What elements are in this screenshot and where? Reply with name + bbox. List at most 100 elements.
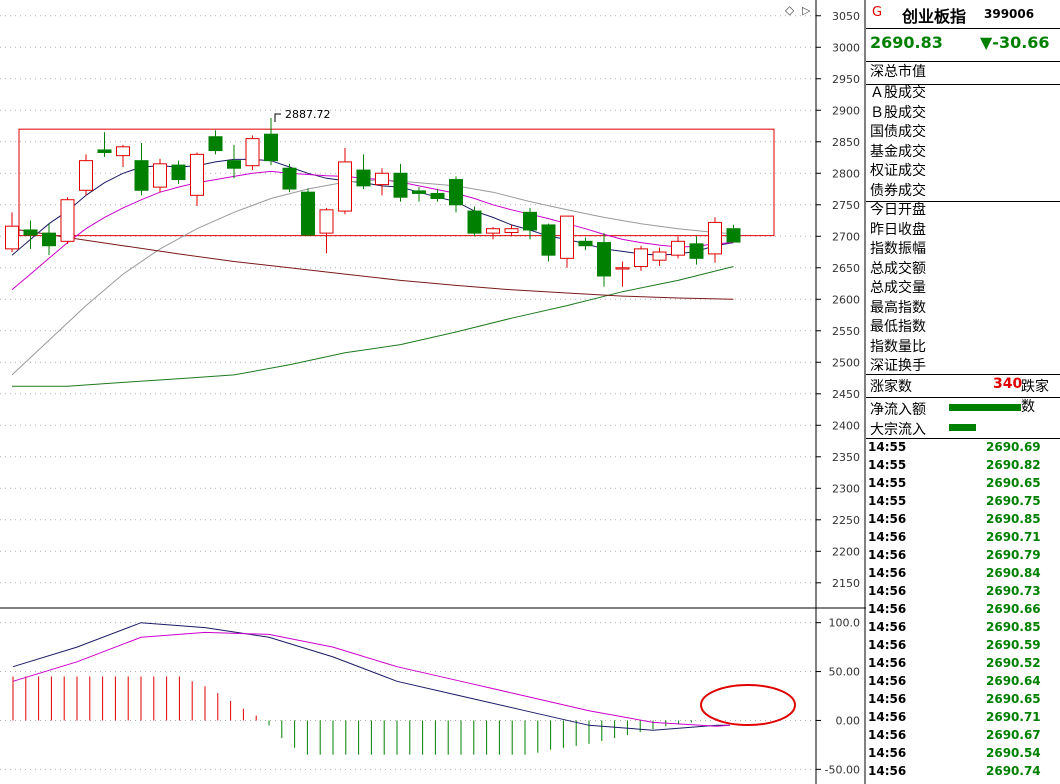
- tick-row: 14:56 2690.71: [866, 710, 1060, 728]
- candle: [615, 261, 630, 287]
- y-tick-label: 2300: [832, 482, 860, 495]
- tick-time: 14:56: [868, 746, 907, 760]
- tick-price: 2690.73: [986, 584, 1041, 598]
- macd-dea-line: [12, 631, 730, 727]
- candle: [227, 144, 241, 179]
- y-tick-label: 2550: [832, 325, 860, 338]
- candle: [375, 168, 389, 196]
- advance-count: 340: [993, 376, 1023, 392]
- high-marker: [274, 113, 281, 122]
- y-tick-label: 2700: [832, 230, 860, 243]
- tick-row: 14:56 2690.85: [866, 512, 1060, 530]
- candle: [134, 143, 149, 196]
- stat-label: 深总市值: [870, 64, 926, 80]
- stat-label: 总成交额: [870, 260, 926, 277]
- tick-time: 14:55: [868, 440, 907, 454]
- y-tick-label: 3050: [832, 10, 860, 23]
- candle: [97, 132, 112, 157]
- candle: [486, 226, 500, 240]
- tick-row: 14:56 2690.64: [866, 674, 1060, 692]
- tick-price: 2690.69: [986, 440, 1041, 454]
- ma-line: [12, 266, 734, 387]
- y-tick-label: 2650: [832, 262, 860, 275]
- y-tick-label: 2750: [832, 199, 860, 212]
- y-tick-label: 2600: [832, 293, 860, 306]
- tick-row: 14:56 2690.52: [866, 656, 1060, 674]
- tick-time: 14:56: [868, 620, 907, 634]
- candle: [504, 224, 519, 237]
- tick-time: 14:56: [868, 710, 907, 724]
- tick-row: 14:56 2690.74: [866, 764, 1060, 782]
- candle: [393, 163, 408, 202]
- y-tick-label: 2500: [832, 356, 860, 369]
- tick-price: 2690.74: [986, 764, 1041, 778]
- candle: [430, 189, 445, 202]
- candle: [23, 220, 38, 249]
- diamond-icon[interactable]: ◇: [785, 3, 795, 17]
- tick-time: 14:56: [868, 764, 907, 778]
- y-tick-label: 2200: [832, 545, 860, 558]
- highlight-ellipse: [700, 684, 796, 726]
- tick-price: 2690.67: [986, 728, 1041, 742]
- flow-bar: [949, 424, 976, 431]
- ma-line: [11, 170, 734, 291]
- flow-label: 净流入额: [870, 402, 926, 418]
- tick-time: 14:56: [868, 548, 907, 562]
- candle: [634, 245, 648, 271]
- candle: [578, 237, 593, 251]
- tick-price: 2690.79: [986, 548, 1041, 562]
- tick-row: 14:56 2690.71: [866, 530, 1060, 548]
- ma-line: [11, 158, 734, 256]
- stat-label: Ｂ股成交: [870, 104, 926, 121]
- candle: [42, 223, 56, 256]
- tick-time: 14:56: [868, 566, 907, 580]
- tick-price: 2690.54: [986, 746, 1041, 760]
- stat-label: 深证换手: [870, 358, 926, 374]
- candle: [60, 197, 75, 244]
- index-name: 创业板指: [902, 7, 967, 26]
- candle: [301, 188, 315, 237]
- y-tick-label: 100.0: [829, 617, 861, 630]
- candle: [412, 187, 426, 202]
- tick-row: 14:55 2690.65: [866, 476, 1060, 494]
- candle: [338, 148, 352, 215]
- tick-price: 2690.82: [986, 458, 1041, 472]
- candle: [190, 152, 204, 207]
- tick-row: 14:56 2690.84: [866, 566, 1060, 584]
- y-tick-label: 2450: [832, 388, 860, 401]
- flow-label: 大宗流入: [870, 422, 926, 438]
- stat-label: 最低指数: [870, 319, 926, 335]
- tick-price: 2690.52: [986, 656, 1041, 670]
- stat-label: 权证成交: [870, 163, 926, 179]
- tick-row: 14:56 2690.59: [866, 638, 1060, 656]
- tick-row: 14:56 2690.65: [866, 692, 1060, 710]
- tick-time: 14:56: [868, 512, 907, 526]
- macd-chart: [0, 622, 816, 770]
- y-tick-label: 2800: [832, 167, 860, 180]
- stat-label: 最高指数: [870, 299, 926, 316]
- tick-time: 14:55: [868, 458, 907, 472]
- tick-price: 2690.71: [986, 530, 1041, 544]
- candle: [208, 130, 223, 155]
- stat-label: 债券成交: [870, 182, 926, 199]
- candle: [560, 215, 574, 268]
- candle: [726, 224, 741, 243]
- main-chart: 2887.72: [0, 15, 816, 584]
- stat-label: 昨日收盘: [870, 221, 926, 238]
- tick-time: 14:56: [868, 530, 907, 544]
- tick-price: 2690.85: [986, 620, 1041, 634]
- tick-row: 14:56 2690.85: [866, 620, 1060, 638]
- tick-price: 2690.65: [986, 692, 1041, 706]
- tick-row: 14:56 2690.54: [866, 746, 1060, 764]
- y-tick-label: 2400: [832, 419, 860, 432]
- last-price: 2690.83: [870, 33, 943, 52]
- price-change: ▼-30.66: [980, 33, 1050, 52]
- tick-time: 14:56: [868, 728, 907, 742]
- tick-row: 14:56 2690.73: [866, 584, 1060, 602]
- y-tick-label: 2250: [832, 514, 860, 527]
- macd-dif-line: [12, 622, 730, 731]
- candle: [467, 206, 482, 237]
- chevron-right-icon[interactable]: ▷: [802, 4, 811, 17]
- tick-row: 14:55 2690.82: [866, 458, 1060, 476]
- tick-price: 2690.84: [986, 566, 1041, 580]
